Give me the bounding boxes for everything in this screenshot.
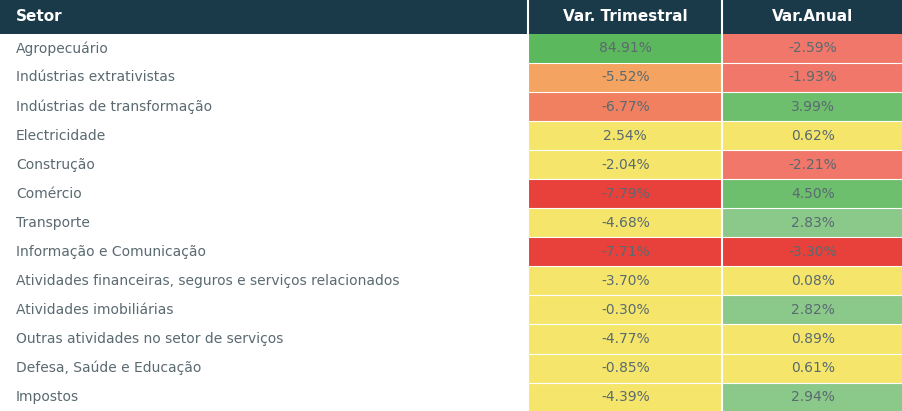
Bar bbox=[528, 296, 722, 324]
Bar bbox=[528, 63, 722, 92]
Bar bbox=[0, 34, 528, 63]
Bar bbox=[722, 296, 902, 324]
Text: 4.50%: 4.50% bbox=[790, 187, 833, 201]
Text: 2.82%: 2.82% bbox=[790, 303, 833, 317]
Bar bbox=[0, 179, 528, 208]
Text: -3.30%: -3.30% bbox=[787, 245, 836, 259]
Bar bbox=[0, 383, 528, 411]
Text: 0.61%: 0.61% bbox=[790, 361, 833, 375]
Text: 2.54%: 2.54% bbox=[603, 129, 647, 143]
Bar bbox=[722, 34, 902, 63]
Text: Transporte: Transporte bbox=[16, 216, 89, 230]
Bar bbox=[722, 353, 902, 383]
Text: 0.89%: 0.89% bbox=[790, 332, 833, 346]
Text: -4.77%: -4.77% bbox=[601, 332, 649, 346]
Bar bbox=[0, 208, 528, 237]
Bar bbox=[722, 150, 902, 179]
Bar bbox=[722, 92, 902, 121]
Bar bbox=[722, 179, 902, 208]
Bar bbox=[528, 150, 722, 179]
Bar bbox=[0, 324, 528, 353]
Text: Electricidade: Electricidade bbox=[16, 129, 106, 143]
Bar bbox=[0, 63, 528, 92]
Text: 2.94%: 2.94% bbox=[790, 390, 833, 404]
Bar bbox=[722, 63, 902, 92]
Bar bbox=[0, 92, 528, 121]
Text: Indústrias de transformação: Indústrias de transformação bbox=[16, 99, 212, 114]
Bar bbox=[528, 92, 722, 121]
Text: -0.30%: -0.30% bbox=[601, 303, 649, 317]
Bar bbox=[528, 266, 722, 296]
Text: -4.39%: -4.39% bbox=[601, 390, 649, 404]
Text: -3.70%: -3.70% bbox=[601, 274, 649, 288]
Bar bbox=[528, 121, 722, 150]
Text: -1.93%: -1.93% bbox=[787, 70, 836, 85]
Text: Atividades imobiliárias: Atividades imobiliárias bbox=[16, 303, 173, 317]
Bar bbox=[528, 353, 722, 383]
Bar bbox=[528, 324, 722, 353]
Text: Setor: Setor bbox=[16, 9, 62, 24]
Bar bbox=[528, 383, 722, 411]
Bar bbox=[528, 179, 722, 208]
Bar bbox=[528, 208, 722, 237]
Text: -7.79%: -7.79% bbox=[601, 187, 649, 201]
Bar bbox=[722, 383, 902, 411]
Text: -2.59%: -2.59% bbox=[787, 42, 836, 55]
Text: Construção: Construção bbox=[16, 158, 95, 172]
Bar bbox=[722, 266, 902, 296]
Text: -5.52%: -5.52% bbox=[601, 70, 649, 85]
Text: 84.91%: 84.91% bbox=[598, 42, 651, 55]
Text: 2.83%: 2.83% bbox=[790, 216, 833, 230]
Text: Impostos: Impostos bbox=[16, 390, 78, 404]
Bar bbox=[528, 34, 722, 63]
Text: Agropecuário: Agropecuário bbox=[16, 41, 108, 55]
Text: -2.04%: -2.04% bbox=[601, 158, 649, 172]
Text: 0.08%: 0.08% bbox=[790, 274, 833, 288]
Text: 0.62%: 0.62% bbox=[790, 129, 833, 143]
Bar bbox=[0, 296, 528, 324]
Bar bbox=[722, 324, 902, 353]
Bar bbox=[0, 237, 528, 266]
Text: -7.71%: -7.71% bbox=[601, 245, 649, 259]
Bar bbox=[722, 121, 902, 150]
Bar bbox=[0, 0, 902, 34]
Text: -2.21%: -2.21% bbox=[787, 158, 836, 172]
Text: -0.85%: -0.85% bbox=[601, 361, 649, 375]
Text: Indústrias extrativistas: Indústrias extrativistas bbox=[16, 70, 175, 85]
Bar bbox=[0, 353, 528, 383]
Bar bbox=[528, 237, 722, 266]
Text: Defesa, Saúde e Educação: Defesa, Saúde e Educação bbox=[16, 361, 201, 375]
Bar bbox=[0, 266, 528, 296]
Text: -6.77%: -6.77% bbox=[601, 99, 649, 113]
Text: Atividades financeiras, seguros e serviços relacionados: Atividades financeiras, seguros e serviç… bbox=[16, 274, 399, 288]
Text: Var. Trimestral: Var. Trimestral bbox=[562, 9, 687, 24]
Text: Outras atividades no setor de serviços: Outras atividades no setor de serviços bbox=[16, 332, 283, 346]
Text: Var.Anual: Var.Anual bbox=[771, 9, 852, 24]
Text: Informação e Comunicação: Informação e Comunicação bbox=[16, 245, 206, 259]
Bar bbox=[722, 237, 902, 266]
Text: 3.99%: 3.99% bbox=[790, 99, 833, 113]
Bar bbox=[722, 208, 902, 237]
Text: -4.68%: -4.68% bbox=[600, 216, 649, 230]
Bar bbox=[0, 121, 528, 150]
Bar bbox=[0, 150, 528, 179]
Text: Comércio: Comércio bbox=[16, 187, 81, 201]
